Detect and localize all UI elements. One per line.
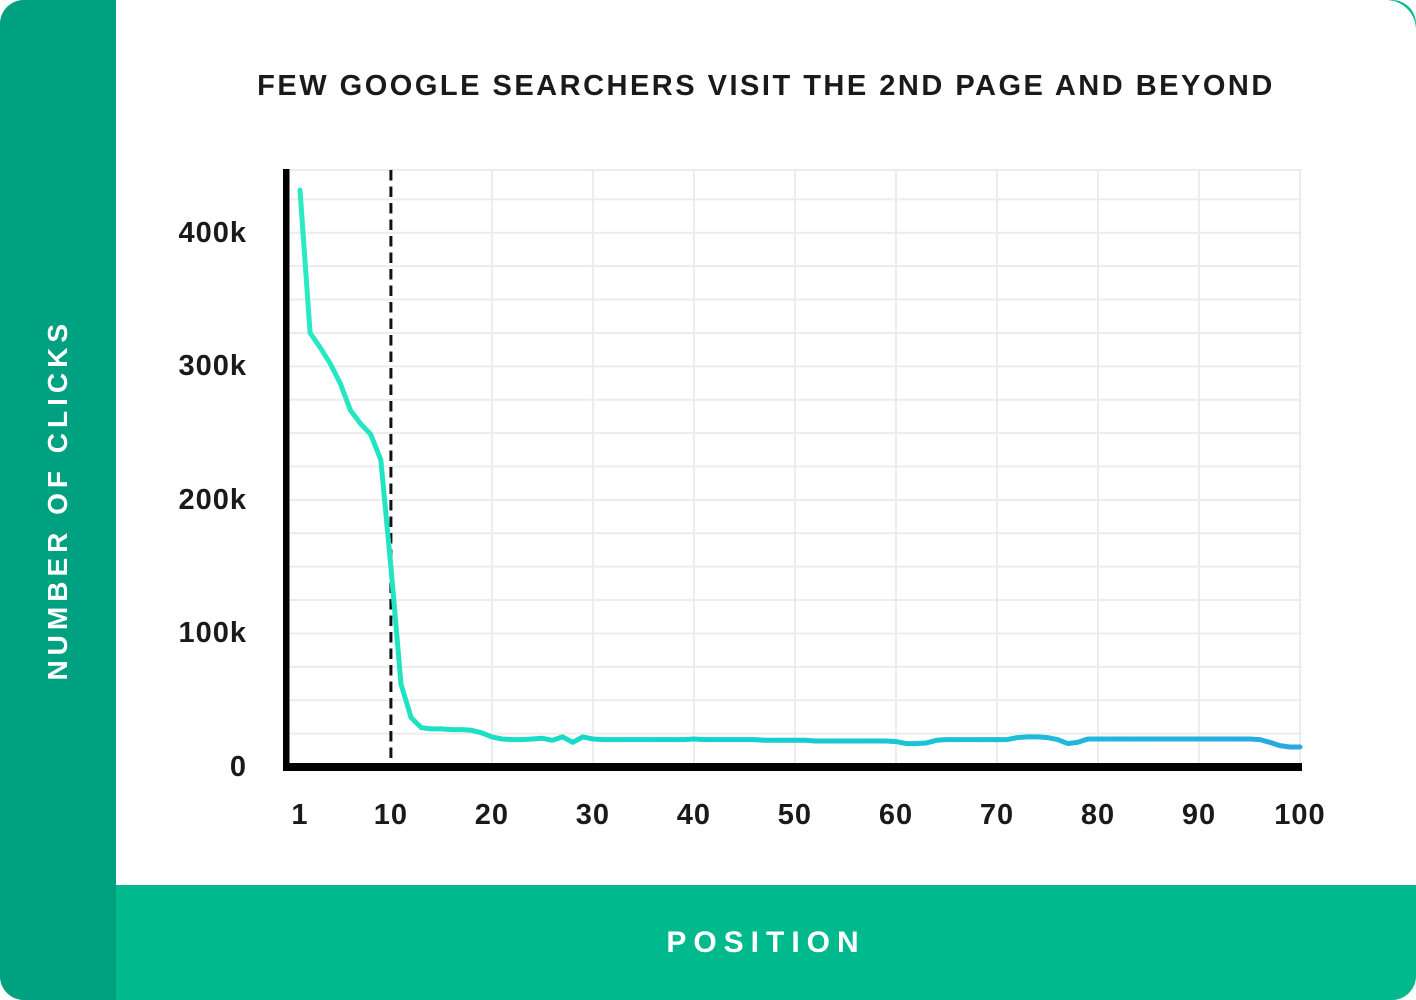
x-tick-label: 30 xyxy=(575,799,611,831)
x-tick-label: 60 xyxy=(878,799,914,831)
x-tick-label: 40 xyxy=(676,799,712,831)
x-tick-label: 90 xyxy=(1181,799,1217,831)
x-axis-line xyxy=(283,763,1302,771)
y-tick-label: 300k xyxy=(178,350,247,383)
line-chart xyxy=(283,169,1303,771)
x-tick-label: 70 xyxy=(979,799,1015,831)
y-axis-line xyxy=(283,169,290,771)
x-tick-label: 80 xyxy=(1080,799,1116,831)
chart-title: FEW GOOGLE SEARCHERS VISIT THE 2ND PAGE … xyxy=(257,70,1275,102)
y-axis-title-bar: NUMBER OF CLICKS xyxy=(0,0,116,1000)
x-tick-label: 20 xyxy=(474,799,510,831)
y-tick-label: 200k xyxy=(178,483,247,516)
x-tick-label: 50 xyxy=(777,799,813,831)
y-tick-label: 0 xyxy=(229,751,247,783)
x-tick-label: 1 xyxy=(291,799,309,831)
y-axis-title: NUMBER OF CLICKS xyxy=(42,319,73,681)
x-tick-label: 100 xyxy=(1274,799,1326,831)
y-tick-label: 100k xyxy=(178,617,247,650)
y-tick-label: 400k xyxy=(178,216,247,249)
chart-card: FEW GOOGLE SEARCHERS VISIT THE 2ND PAGE … xyxy=(116,0,1416,885)
clicks-line xyxy=(297,187,1303,750)
x-axis-title: POSITION xyxy=(666,925,866,959)
x-tick-label: 10 xyxy=(373,799,409,831)
x-axis-title-bar: POSITION xyxy=(116,885,1416,1000)
